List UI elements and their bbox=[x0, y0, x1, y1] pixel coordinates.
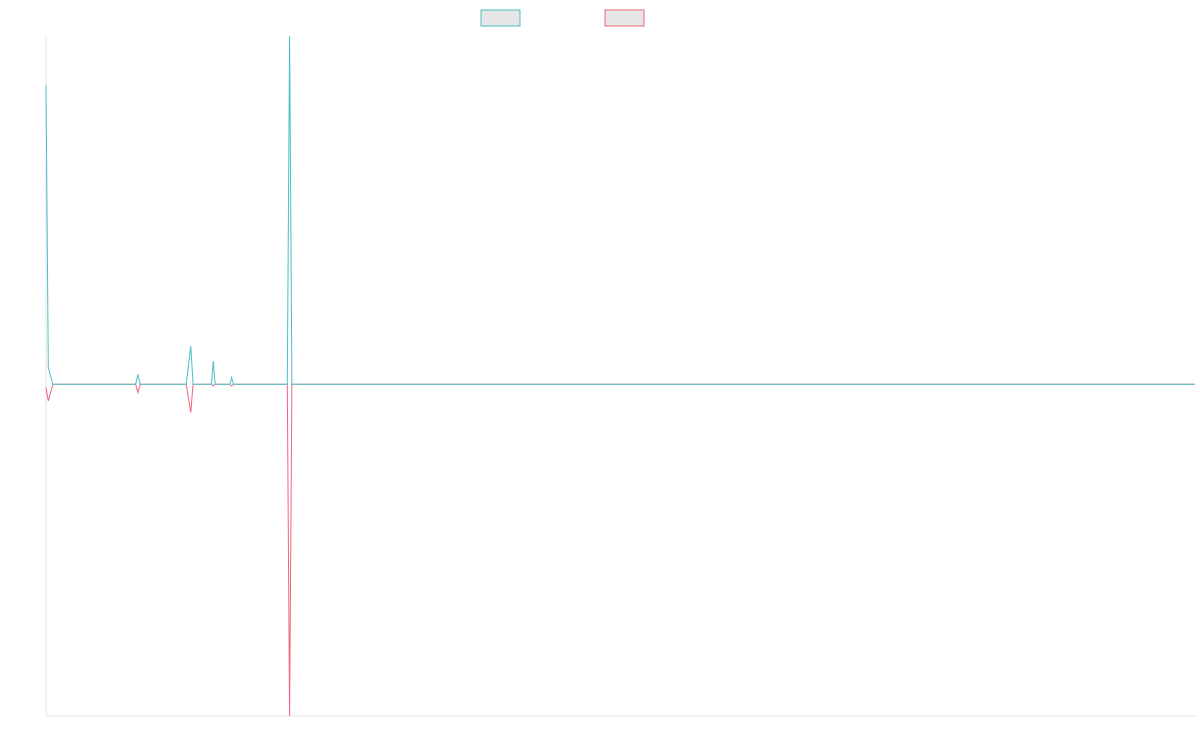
legend-swatch-1[interactable] bbox=[480, 9, 521, 27]
legend bbox=[480, 9, 645, 27]
series-group bbox=[45, 35, 1195, 717]
series-line-2 bbox=[45, 383, 1195, 717]
axes bbox=[45, 36, 1195, 717]
legend-swatch-2[interactable] bbox=[604, 9, 645, 27]
series-line-1 bbox=[45, 35, 1195, 385]
